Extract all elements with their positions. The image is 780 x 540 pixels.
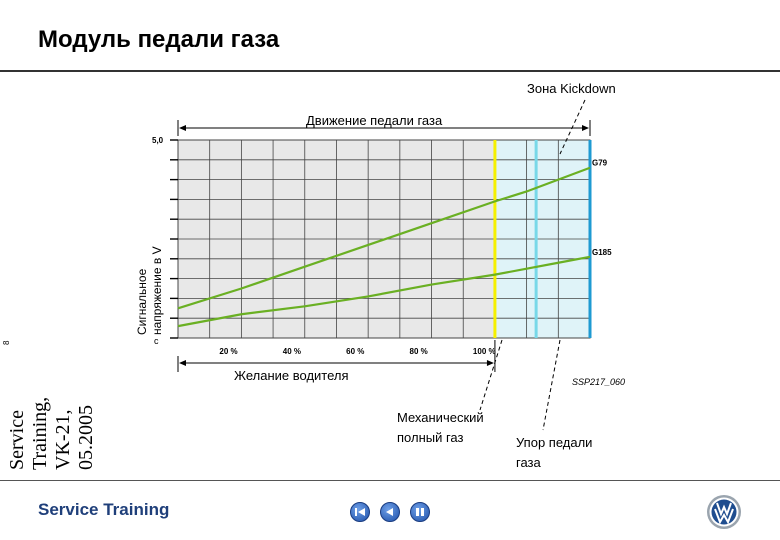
y-axis-label: напряжение в V [150,246,164,335]
series-line-g185 [177,255,591,328]
x-tick-label: 60 % [346,347,364,356]
driver-demand-label: Желание водителя [234,368,349,383]
pedal-stop-label: газа [516,455,542,470]
pedal-stop-leader [542,339,561,431]
throttle-pedal-chart: G79 G185 5,0 Сигнальное напряжение в Vс 20 % 4… [135,81,625,470]
figure-code: SSP217_060 [572,377,625,387]
y-axis-label: Сигнальное [135,268,149,335]
driver-demand-arrowhead-right [486,360,494,366]
y-unit-mark: с [154,336,159,346]
footer-brand: Service Training [38,500,170,519]
footer-divider [0,480,780,481]
previous-page-icon[interactable] [380,502,400,522]
series-label-g79: G79 [592,159,608,168]
mechanical-full-throttle-label: полный газ [397,430,464,445]
first-page-icon[interactable] [350,502,370,522]
header-divider [0,70,780,72]
pedal-stop-label: Упор педали [516,435,592,450]
series-label-g185: G185 [592,248,612,257]
mechanical-full-throttle-leader [479,339,503,411]
volkswagen-logo-icon [707,495,741,529]
x-tick-label: 20 % [219,347,237,356]
kickdown-zone-leader [559,99,586,155]
y-tick-label: 5,0 [152,136,164,145]
x-tick-label: 100 % [473,347,496,356]
mechanical-full-throttle-label: Механический [397,410,484,425]
series-line-g79 [177,166,591,310]
x-tick-label: 40 % [283,347,301,356]
kickdown-zone-label: Зона Kickdown [527,81,616,96]
pedal-travel-arrowhead-right [582,125,589,131]
pedal-travel-label: Движение педали газа [306,113,443,128]
pedal-travel-arrowhead-left [179,125,186,131]
driver-demand-arrowhead-left [179,360,186,366]
page-title: Модуль педали газа [38,26,280,53]
pause-icon[interactable] [410,502,430,522]
x-tick-label: 80 % [410,347,428,356]
